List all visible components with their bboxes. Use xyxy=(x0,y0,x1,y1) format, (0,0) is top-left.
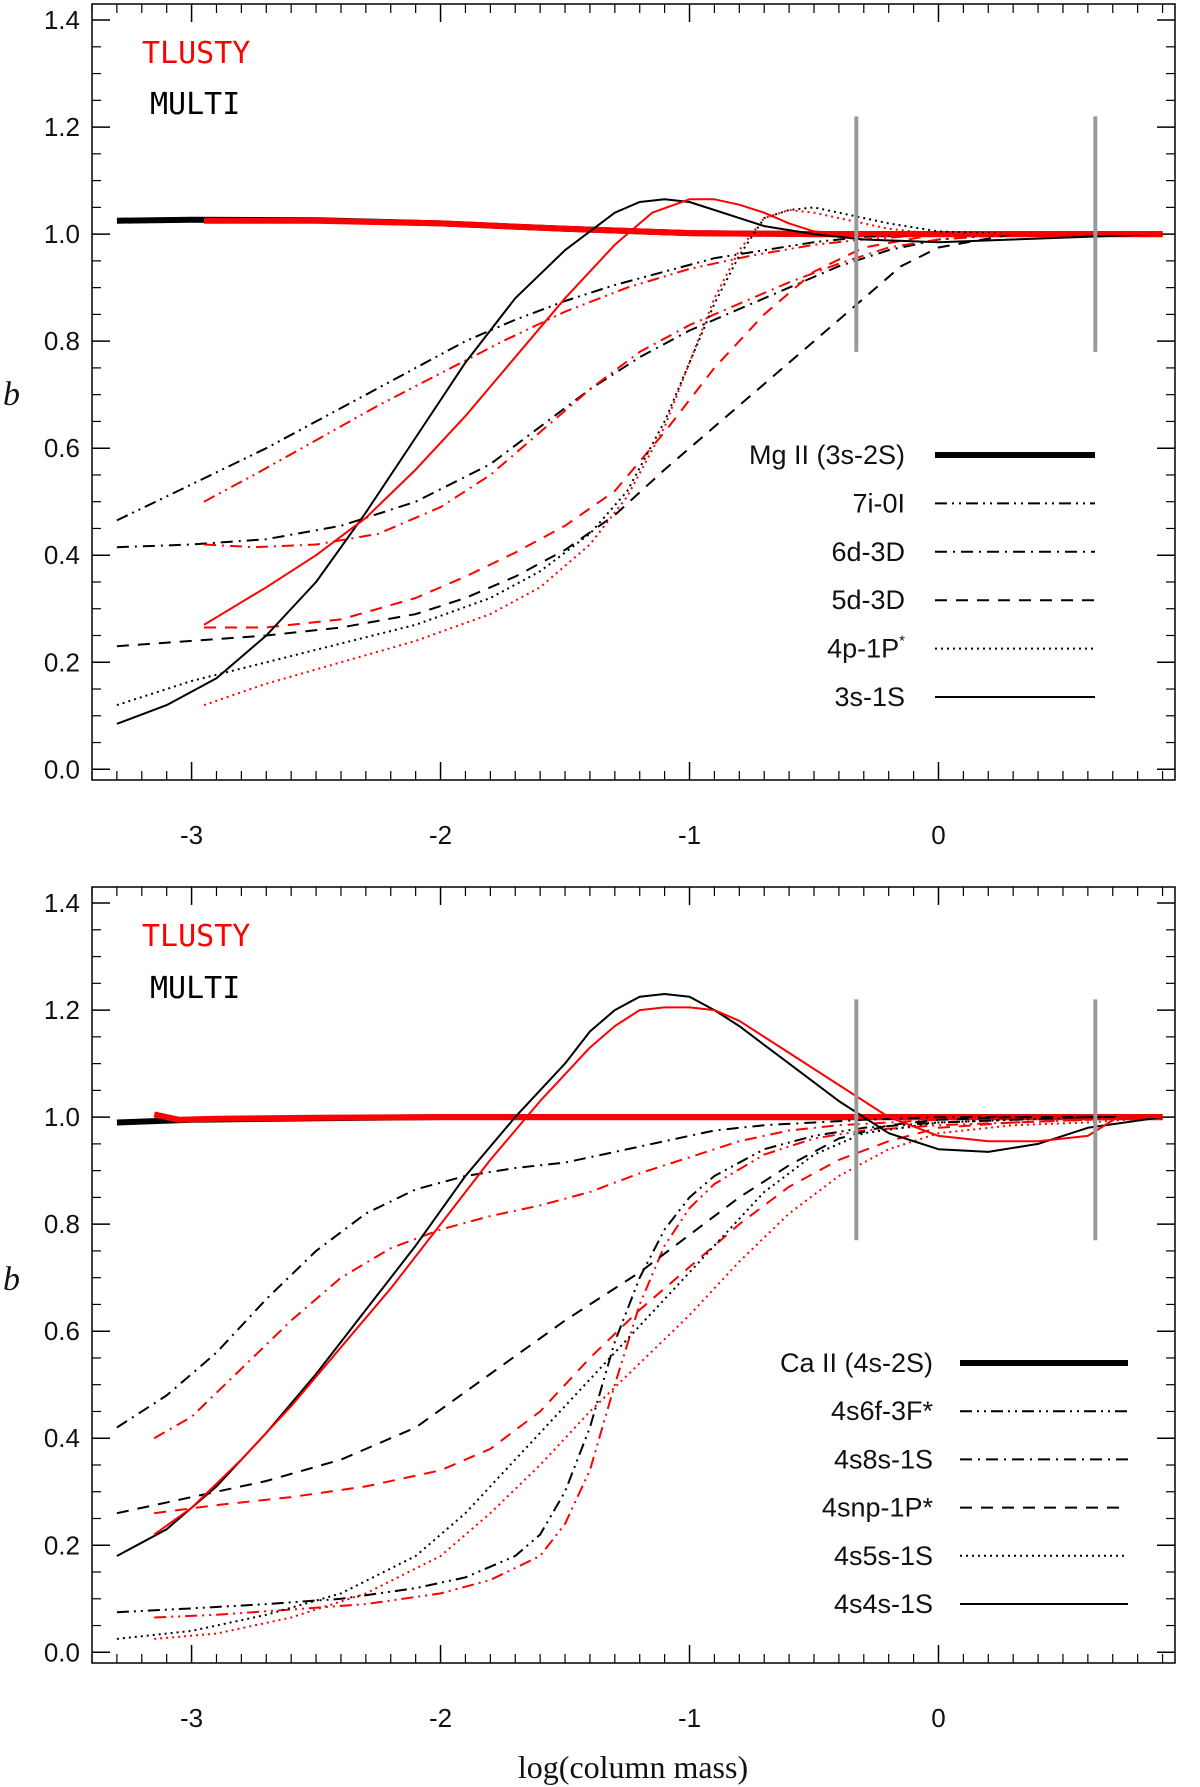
y-tick-label: 0.6 xyxy=(44,1316,80,1346)
plot-frame xyxy=(91,886,1176,1664)
series-4s5s-1s-tlusty xyxy=(154,1116,1163,1640)
plot-frame xyxy=(91,3,1176,781)
x-tick-label: -2 xyxy=(429,820,452,850)
tlusty-label: TLUSTY xyxy=(142,919,250,954)
series-4snp-1p--multi xyxy=(116,1116,1163,1515)
series-6d-3d-tlusty xyxy=(203,233,1163,549)
series-5d-3d-tlusty xyxy=(204,233,1163,629)
top-panel: TLUSTY MULTI b 0.00.20.40.60.81.01.21.4 … xyxy=(3,3,1176,850)
y-tick-labels: 0.0 0.2 0.4 0.6 0.8 1.0 1.2 1.4 xyxy=(44,5,80,784)
series-4p-1p--tlusty xyxy=(203,209,1163,707)
y-tick-label: 0.6 xyxy=(44,433,80,463)
legend-label: 4s4s-1S xyxy=(834,1589,933,1619)
curves xyxy=(116,198,1163,725)
series-4s4s-1s-multi xyxy=(116,993,1163,1557)
series-3s-1s-tlusty xyxy=(203,198,1163,626)
legend: Ca II (4s-2S) 4s6f-3F* 4s8s-1S 4snp-1P* 4s5s… xyxy=(780,1348,1128,1619)
series-5d-3d-multi xyxy=(116,233,1163,648)
y-tick-label: 0.2 xyxy=(44,647,80,677)
series-ca-ii-4s-2s--tlusty xyxy=(153,1111,1163,1123)
series-6d-3d-multi xyxy=(116,233,1163,549)
legend-label: 6d-3D xyxy=(831,537,905,567)
x-tick-label: -2 xyxy=(429,1703,452,1733)
series-7i-0i-tlusty xyxy=(203,233,1163,503)
legend-label: 5d-3D xyxy=(831,585,905,615)
series-4p-1p--multi xyxy=(116,206,1163,707)
x-tick-labels: -3 -2 -1 0 xyxy=(180,1703,946,1733)
y-tick-label: 1.0 xyxy=(44,219,80,249)
y-tick-label: 0.4 xyxy=(44,1423,80,1453)
x-tick-label: -1 xyxy=(678,1703,701,1733)
series-4snp-1p--tlusty xyxy=(154,1116,1163,1515)
legend-label: Ca II (4s-2S) xyxy=(780,1348,933,1378)
x-tick-label: -3 xyxy=(180,820,203,850)
y-tick-label: 1.4 xyxy=(44,5,80,35)
legend-label: 4p-1P* xyxy=(827,633,905,664)
curves xyxy=(116,993,1163,1640)
legend-label: 4s8s-1S xyxy=(834,1444,933,1474)
legend-label: 3s-1S xyxy=(834,682,905,712)
tlusty-label: TLUSTY xyxy=(142,36,250,71)
y-tick-label: 0.8 xyxy=(44,326,80,356)
y-tick-label: 1.2 xyxy=(44,995,80,1025)
x-tick-label: -1 xyxy=(678,820,701,850)
y-axis-label: b xyxy=(3,376,20,413)
reference-lines xyxy=(854,999,1098,1241)
reference-lines xyxy=(854,116,1098,352)
series-4s8s-1s-multi xyxy=(116,1116,1163,1429)
legend-superscript: * xyxy=(899,633,905,650)
legend-label: 4snp-1P* xyxy=(822,1493,934,1523)
y-tick-label: 0.2 xyxy=(44,1530,80,1560)
series-4s5s-1s-multi xyxy=(116,1116,1163,1640)
y-tick-label: 0.0 xyxy=(44,754,80,784)
series-4s4s-1s-tlusty xyxy=(153,1006,1163,1536)
y-tick-label: 0.0 xyxy=(44,1637,80,1667)
series-3s-1s-multi xyxy=(116,198,1163,725)
legend: Mg II (3s-2S) 7i-0I 6d-3D 5d-3D 4p-1P* 3s-1S xyxy=(749,440,1095,712)
series-7i-0i-multi xyxy=(116,233,1163,522)
axis-ticks xyxy=(91,4,1175,780)
y-tick-labels: 0.0 0.2 0.4 0.6 0.8 1.0 1.2 1.4 xyxy=(44,888,80,1667)
x-tick-label: 0 xyxy=(931,820,945,850)
multi-label: MULTI xyxy=(150,971,240,1006)
x-tick-label: 0 xyxy=(931,1703,945,1733)
axis-ticks xyxy=(91,887,1175,1663)
y-axis-label: b xyxy=(3,1261,20,1298)
y-tick-label: 1.2 xyxy=(44,112,80,142)
legend-label: 4s6f-3F* xyxy=(831,1396,934,1426)
x-axis-label: log(column mass) xyxy=(518,1749,748,1785)
x-tick-label: -3 xyxy=(180,1703,203,1733)
y-tick-label: 1.0 xyxy=(44,1102,80,1132)
legend-label: Mg II (3s-2S) xyxy=(749,440,905,470)
series-mg-ii-3s-2s--tlusty xyxy=(204,217,1163,238)
y-tick-label: 1.4 xyxy=(44,888,80,918)
series-4s8s-1s-tlusty xyxy=(153,1116,1163,1440)
y-tick-label: 0.8 xyxy=(44,1209,80,1239)
x-tick-labels: -3 -2 -1 0 xyxy=(180,820,946,850)
legend-label: 7i-0I xyxy=(852,488,905,518)
y-tick-label: 0.4 xyxy=(44,540,80,570)
bottom-panel: TLUSTY MULTI b 0.00.20.40.60.81.01.21.4 … xyxy=(3,886,1176,1733)
legend-label: 4s5s-1S xyxy=(834,1541,933,1571)
multi-label: MULTI xyxy=(150,87,240,122)
series-4s6f-3f--tlusty xyxy=(154,1116,1163,1619)
